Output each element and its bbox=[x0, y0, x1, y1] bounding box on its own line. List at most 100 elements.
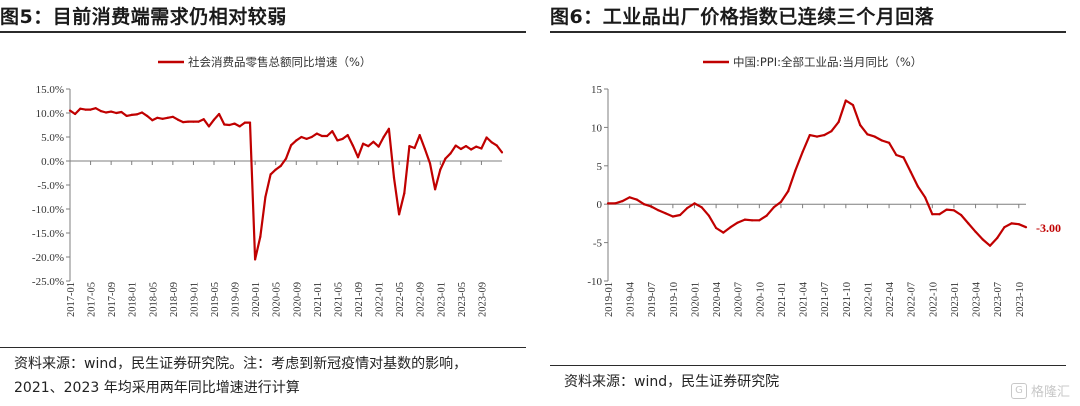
data-point bbox=[218, 112, 221, 116]
data-point bbox=[207, 125, 210, 128]
data-point bbox=[125, 114, 128, 117]
y-tick-label: -10 bbox=[587, 276, 602, 288]
data-point bbox=[671, 215, 674, 218]
data-point bbox=[99, 110, 102, 113]
source-note: 资料来源：wind，民生证券研究院 bbox=[564, 370, 779, 394]
x-tick-label: 2020-01 bbox=[690, 282, 701, 317]
data-point bbox=[140, 111, 144, 114]
data-point bbox=[295, 139, 298, 142]
data-point bbox=[171, 115, 174, 118]
data-point bbox=[423, 147, 426, 151]
x-tick-label: 2023-05 bbox=[457, 282, 468, 317]
data-point bbox=[156, 116, 159, 119]
data-point bbox=[233, 122, 236, 125]
x-tick-label: 2020-01 bbox=[251, 282, 262, 317]
figure-6-panel: 图6：工业品出厂价格指数已连续三个月回落 中国:PPI:全部工业品:当月同比（%… bbox=[550, 0, 1080, 406]
title-divider bbox=[550, 31, 1066, 33]
ppi-line-chart: 中国:PPI:全部工业品:当月同比（%） -10 -5 0 5 10 15 2019-01 20… bbox=[587, 55, 1061, 317]
data-point bbox=[79, 107, 82, 110]
data-point bbox=[707, 214, 710, 217]
x-tick-label: 2017-01 bbox=[66, 282, 77, 317]
data-point bbox=[187, 120, 190, 123]
data-point bbox=[315, 132, 318, 135]
figure-6-title: 图6：工业品出厂价格指数已连续三个月回落 bbox=[550, 6, 935, 28]
data-point bbox=[392, 176, 396, 179]
data-point bbox=[974, 230, 977, 233]
data-point bbox=[480, 147, 483, 150]
data-point bbox=[115, 111, 118, 115]
data-point bbox=[996, 236, 999, 240]
data-point bbox=[794, 169, 797, 172]
data-point bbox=[729, 226, 732, 229]
data-point bbox=[866, 133, 869, 136]
x-tick-label: 2019-05 bbox=[210, 282, 221, 317]
data-point bbox=[449, 152, 452, 155]
data-point bbox=[779, 200, 783, 203]
legend: 社会消费品零售总额同比增速（%） bbox=[158, 55, 371, 69]
data-point bbox=[614, 202, 617, 205]
g-logo-icon: G bbox=[1010, 382, 1027, 399]
data-point bbox=[176, 118, 180, 121]
data-point bbox=[382, 135, 385, 139]
data-point bbox=[254, 258, 257, 261]
data-point bbox=[1024, 226, 1028, 229]
data-point bbox=[902, 156, 905, 159]
end-value-label: -3.00 bbox=[1036, 221, 1061, 235]
data-point bbox=[279, 164, 282, 167]
x-tick-label: 2019-10 bbox=[669, 282, 680, 317]
x-tick-label: 2023-07 bbox=[993, 282, 1004, 317]
data-point bbox=[485, 136, 488, 139]
data-point bbox=[223, 123, 226, 126]
data-point bbox=[94, 107, 97, 110]
data-point bbox=[851, 104, 855, 107]
x-tick-label: 2022-05 bbox=[395, 282, 406, 317]
x-tick-label: 2019-01 bbox=[189, 282, 200, 317]
data-point bbox=[444, 157, 447, 160]
y-tick-label: 5 bbox=[597, 161, 603, 173]
data-point bbox=[787, 190, 790, 193]
data-points bbox=[68, 107, 504, 261]
x-tick-label: 2022-04 bbox=[885, 281, 896, 317]
data-point bbox=[403, 192, 406, 195]
data-point bbox=[418, 134, 421, 137]
data-point bbox=[284, 157, 288, 160]
x-tick-label: 2022-10 bbox=[928, 282, 939, 317]
data-point bbox=[664, 212, 667, 215]
data-point bbox=[228, 123, 231, 127]
y-tick-label: 5.0% bbox=[41, 132, 64, 144]
data-point bbox=[259, 235, 262, 238]
data-point bbox=[931, 213, 934, 216]
data-point bbox=[161, 117, 164, 120]
source-line-2: 2021、2023 年均采用两年同比增速进行计算 bbox=[14, 380, 300, 396]
y-tick-label: -5.0% bbox=[37, 180, 64, 192]
x-tick-label: 2017-09 bbox=[107, 282, 118, 317]
data-point bbox=[859, 124, 862, 127]
data-point bbox=[305, 137, 308, 140]
x-tick-label: 2023-10 bbox=[1015, 282, 1026, 317]
data-point bbox=[808, 134, 811, 137]
source-note: 资料来源：wind，民生证券研究院。注：考虑到新冠疫情对基数的影响， 2021、… bbox=[14, 352, 467, 400]
data-point bbox=[351, 144, 354, 147]
data-point bbox=[765, 214, 768, 217]
data-point bbox=[952, 209, 955, 212]
data-point bbox=[500, 151, 504, 154]
data-point bbox=[439, 168, 442, 171]
legend-label: 中国:PPI:全部工业品:当月同比（%） bbox=[733, 55, 922, 69]
data-point bbox=[408, 145, 411, 148]
data-point bbox=[924, 196, 927, 199]
data-point bbox=[837, 120, 840, 124]
data-point bbox=[269, 173, 272, 176]
data-point bbox=[657, 209, 660, 212]
data-point bbox=[679, 213, 682, 217]
data-point bbox=[326, 134, 329, 138]
y-tick-label: 15 bbox=[591, 84, 603, 96]
data-point bbox=[356, 156, 360, 159]
data-point bbox=[68, 109, 72, 112]
x-tick-label: 2022-01 bbox=[375, 282, 386, 317]
data-point bbox=[387, 127, 390, 130]
data-point bbox=[135, 113, 138, 116]
x-tick-label: 2019-07 bbox=[647, 282, 658, 317]
data-point bbox=[197, 120, 200, 123]
x-tick-label: 2021-10 bbox=[842, 282, 853, 317]
data-point bbox=[650, 205, 653, 208]
